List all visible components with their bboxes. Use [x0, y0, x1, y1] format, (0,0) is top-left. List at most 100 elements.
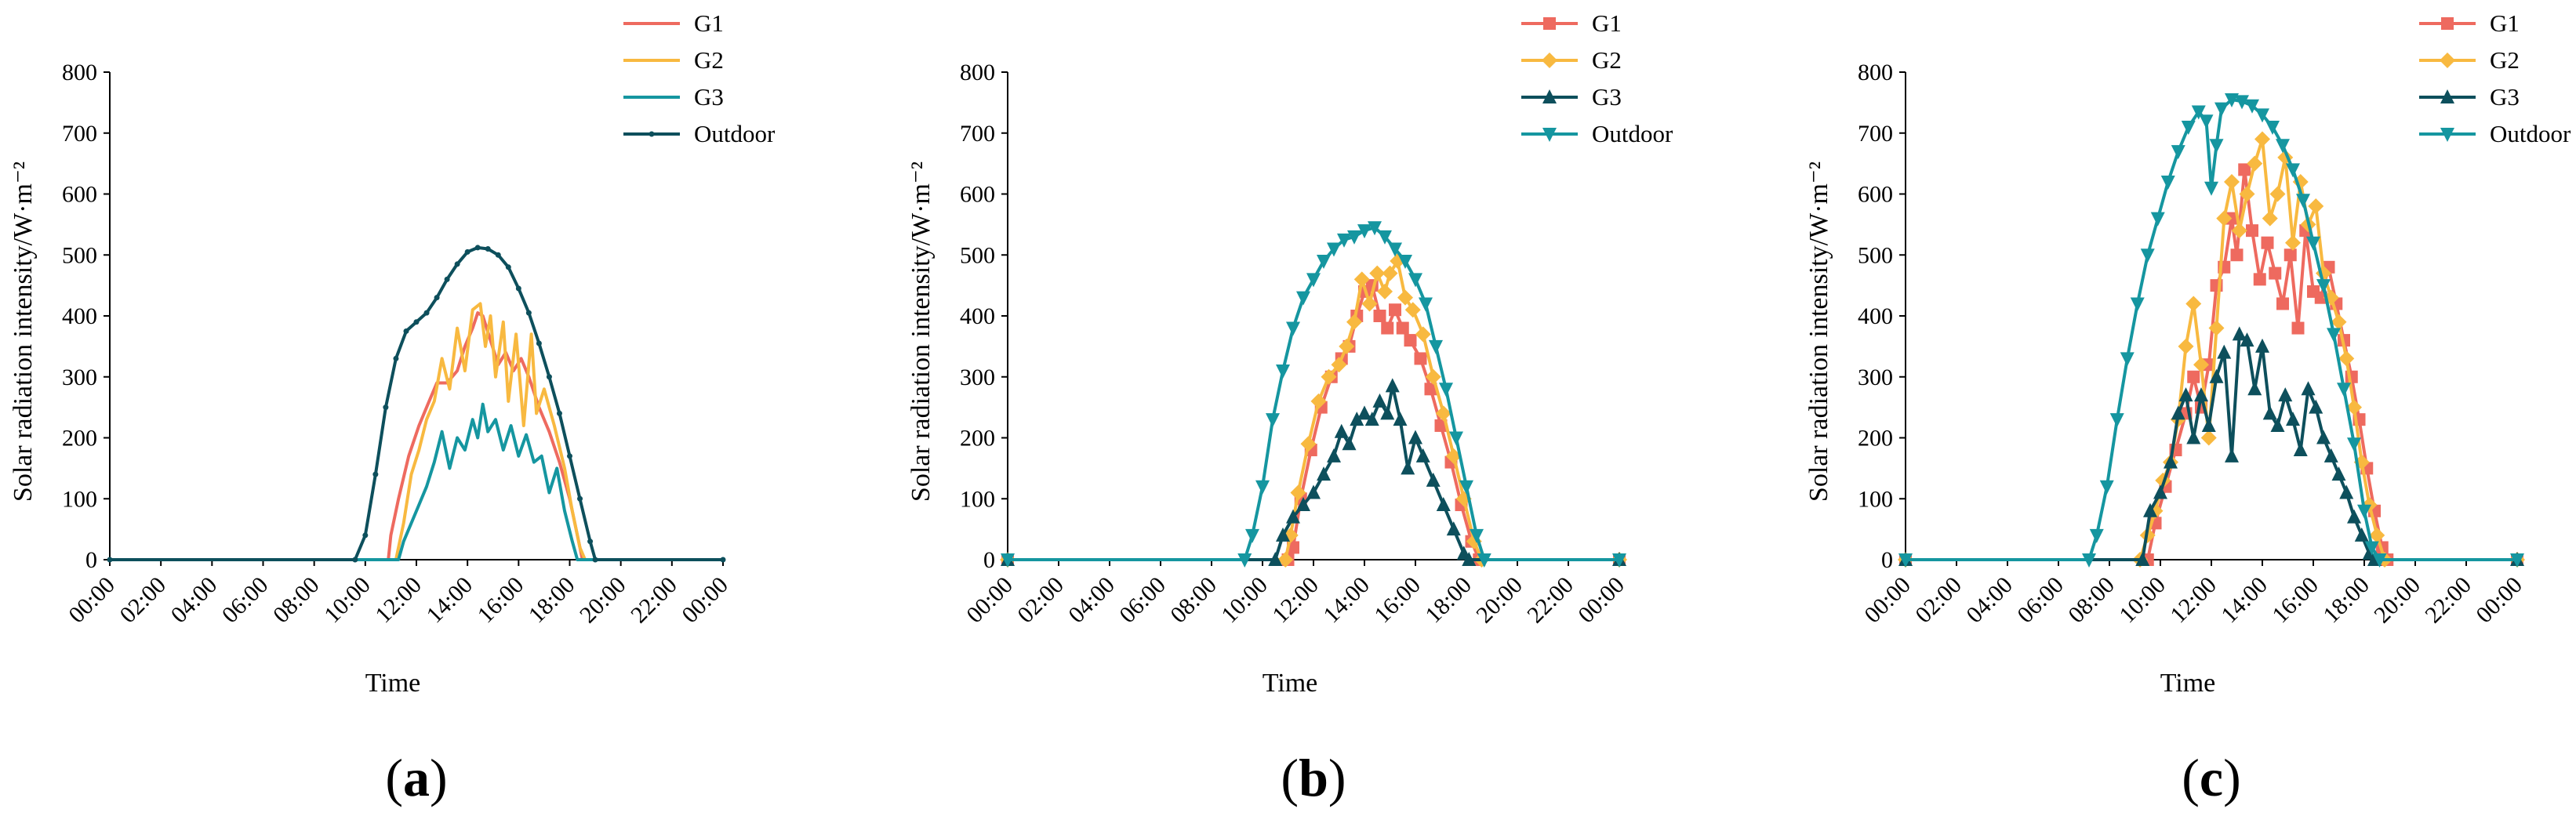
x-tick-label: 14:00	[2216, 572, 2273, 629]
data-point-g2	[1321, 368, 1337, 385]
y-tick-label: 100	[1858, 486, 1893, 512]
x-tick-label: 02:00	[1910, 572, 1967, 629]
data-point-g1	[1373, 310, 1386, 322]
data-point-outdoor	[1449, 431, 1463, 446]
data-point-g2	[2338, 350, 2355, 367]
data-point-outdoor	[2316, 279, 2331, 294]
data-point-outdoor	[2357, 504, 2371, 519]
x-tick-label: 22:00	[626, 572, 682, 629]
data-point-g3	[2316, 430, 2331, 444]
data-point-g1	[2261, 236, 2274, 249]
data-point-outdoor	[413, 319, 420, 325]
legend-label-g3: G3	[1592, 83, 1622, 111]
data-point-outdoor	[1388, 242, 1402, 257]
data-point-g3	[1462, 552, 1477, 566]
data-point-g2	[1290, 484, 1306, 501]
data-point-outdoor	[2089, 528, 2104, 543]
data-point-outdoor	[1237, 553, 1252, 568]
data-point-g3	[2153, 484, 2167, 499]
data-point-g2	[2208, 320, 2225, 336]
data-point-outdoor	[2225, 92, 2239, 107]
legend-marker-g3	[2440, 89, 2454, 103]
data-point-outdoor	[2191, 105, 2206, 120]
data-point-g1	[1424, 383, 1437, 396]
y-tick-label: 500	[62, 242, 97, 268]
data-point-g2	[1331, 357, 1347, 373]
data-point-g2	[1435, 405, 1451, 422]
data-point-outdoor	[720, 557, 726, 563]
x-tick-label: 04:00	[1961, 572, 2018, 629]
y-tick-label: 0	[1881, 547, 1893, 573]
data-point-g2	[2346, 399, 2362, 415]
data-point-g1	[1404, 334, 1417, 347]
y-tick-label: 500	[960, 242, 995, 268]
x-tick-label: 08:00	[268, 572, 325, 629]
x-tick-label: 10:00	[1216, 572, 1273, 629]
legend-label-g3: G3	[2490, 83, 2520, 111]
data-point-g3	[2171, 405, 2185, 420]
data-point-g3	[2143, 502, 2157, 517]
series-line-g2	[110, 302, 723, 561]
x-tick-label: 06:00	[1114, 572, 1171, 629]
x-tick-label: 00:00	[677, 572, 733, 629]
data-point-outdoor	[1408, 273, 1422, 288]
data-point-g3	[1446, 521, 1461, 536]
x-tick-label: 06:00	[2012, 572, 2069, 629]
data-point-g3	[1401, 460, 1415, 475]
data-point-outdoor	[434, 295, 440, 301]
legend-label-g1: G1	[694, 9, 724, 37]
data-point-g1	[2187, 370, 2200, 383]
x-tick-label: 12:00	[2165, 572, 2222, 629]
data-point-g2	[2193, 357, 2209, 373]
data-point-g3	[1296, 497, 1310, 512]
y-axis-title: Solar radiation intensity/W·m⁻²	[1804, 161, 1833, 502]
data-point-g3	[1334, 423, 1349, 438]
data-point-outdoor	[577, 495, 583, 502]
data-point-outdoor	[495, 252, 501, 258]
data-point-outdoor	[352, 557, 358, 563]
legend-marker-g2	[2440, 53, 2455, 68]
data-point-outdoor	[2099, 480, 2114, 495]
data-point-outdoor	[1327, 242, 1341, 257]
x-tick-label: 18:00	[524, 572, 580, 629]
legend-marker-g1	[1543, 17, 1556, 30]
data-point-g3	[1385, 378, 1400, 393]
data-point-outdoor	[1276, 364, 1290, 379]
data-point-g2	[2308, 198, 2324, 215]
y-tick-label: 400	[62, 303, 97, 329]
data-point-outdoor	[393, 355, 399, 361]
data-point-outdoor	[525, 310, 532, 316]
data-point-outdoor	[2140, 248, 2155, 263]
series-line-g1	[110, 311, 723, 561]
data-point-outdoor	[2286, 163, 2300, 178]
data-point-g1	[2253, 273, 2266, 286]
data-point-outdoor	[1378, 230, 1392, 245]
data-point-g3	[2135, 552, 2150, 566]
data-point-g3	[1436, 497, 1451, 512]
data-point-g3	[2255, 338, 2269, 353]
data-point-g3	[1364, 412, 1379, 426]
y-tick-label: 600	[62, 182, 97, 208]
data-point-g3	[2339, 484, 2354, 499]
x-tick-label: 08:00	[2063, 572, 2120, 629]
data-point-g2	[1415, 326, 1431, 343]
data-point-outdoor	[1439, 383, 1453, 397]
data-point-outdoor	[2160, 175, 2175, 190]
legend-marker-outdoor	[649, 131, 655, 137]
data-point-g1	[1396, 321, 1409, 335]
data-point-g3	[2293, 442, 2308, 457]
x-tick-label: 00:00	[1859, 572, 1916, 629]
data-point-g3	[2323, 448, 2338, 462]
y-tick-label: 0	[983, 547, 995, 573]
data-point-outdoor	[423, 310, 430, 316]
data-point-outdoor	[592, 557, 598, 563]
series-line-g3	[110, 402, 723, 561]
data-point-outdoor	[1245, 528, 1259, 543]
data-point-outdoor	[1347, 230, 1361, 245]
data-point-outdoor	[1317, 255, 1331, 270]
x-tick-label: 16:00	[473, 572, 529, 629]
data-point-outdoor	[2150, 212, 2165, 227]
data-point-outdoor	[1419, 297, 1433, 312]
x-tick-label: 20:00	[575, 572, 631, 629]
